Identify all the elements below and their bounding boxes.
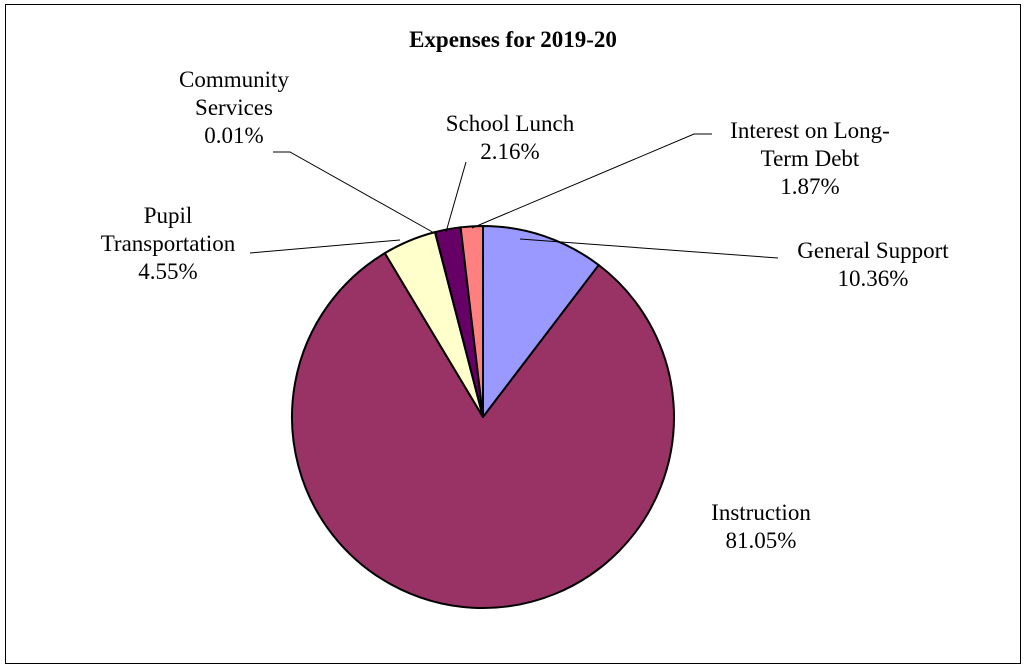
pie-slice-general-support <box>482 225 600 418</box>
slice-label-community-services: Community Services 0.01% <box>179 67 289 148</box>
slice-label-instruction: Instruction 81.05% <box>711 500 811 553</box>
pie-slices <box>291 225 675 609</box>
slice-label-pupil-transportation: Pupil Transportation 4.55% <box>101 203 236 284</box>
leader-lines <box>249 133 779 259</box>
slice-label-interest-on-long-term-debt: Interest on Long-Term Debt 1.87% <box>730 118 890 199</box>
pie-slice-interest-on-long-term-debt <box>459 225 484 418</box>
leader-line-school-lunch <box>445 161 467 233</box>
pie-slice-instruction <box>291 252 675 609</box>
leader-line-pupil-transportation <box>249 239 401 254</box>
leader-line-community-services <box>273 151 437 235</box>
slice-labels: General Support 10.36% Instruction 81.05% Pu… <box>101 67 950 553</box>
slice-label-school-lunch: School Lunch 2.16% <box>446 111 575 164</box>
chart-title: Expenses for 2019-20 <box>409 27 617 52</box>
leader-line-interest-on-long-term-debt <box>471 133 712 229</box>
slice-label-general-support: General Support 10.36% <box>797 238 949 291</box>
leader-line-general-support <box>519 238 779 259</box>
